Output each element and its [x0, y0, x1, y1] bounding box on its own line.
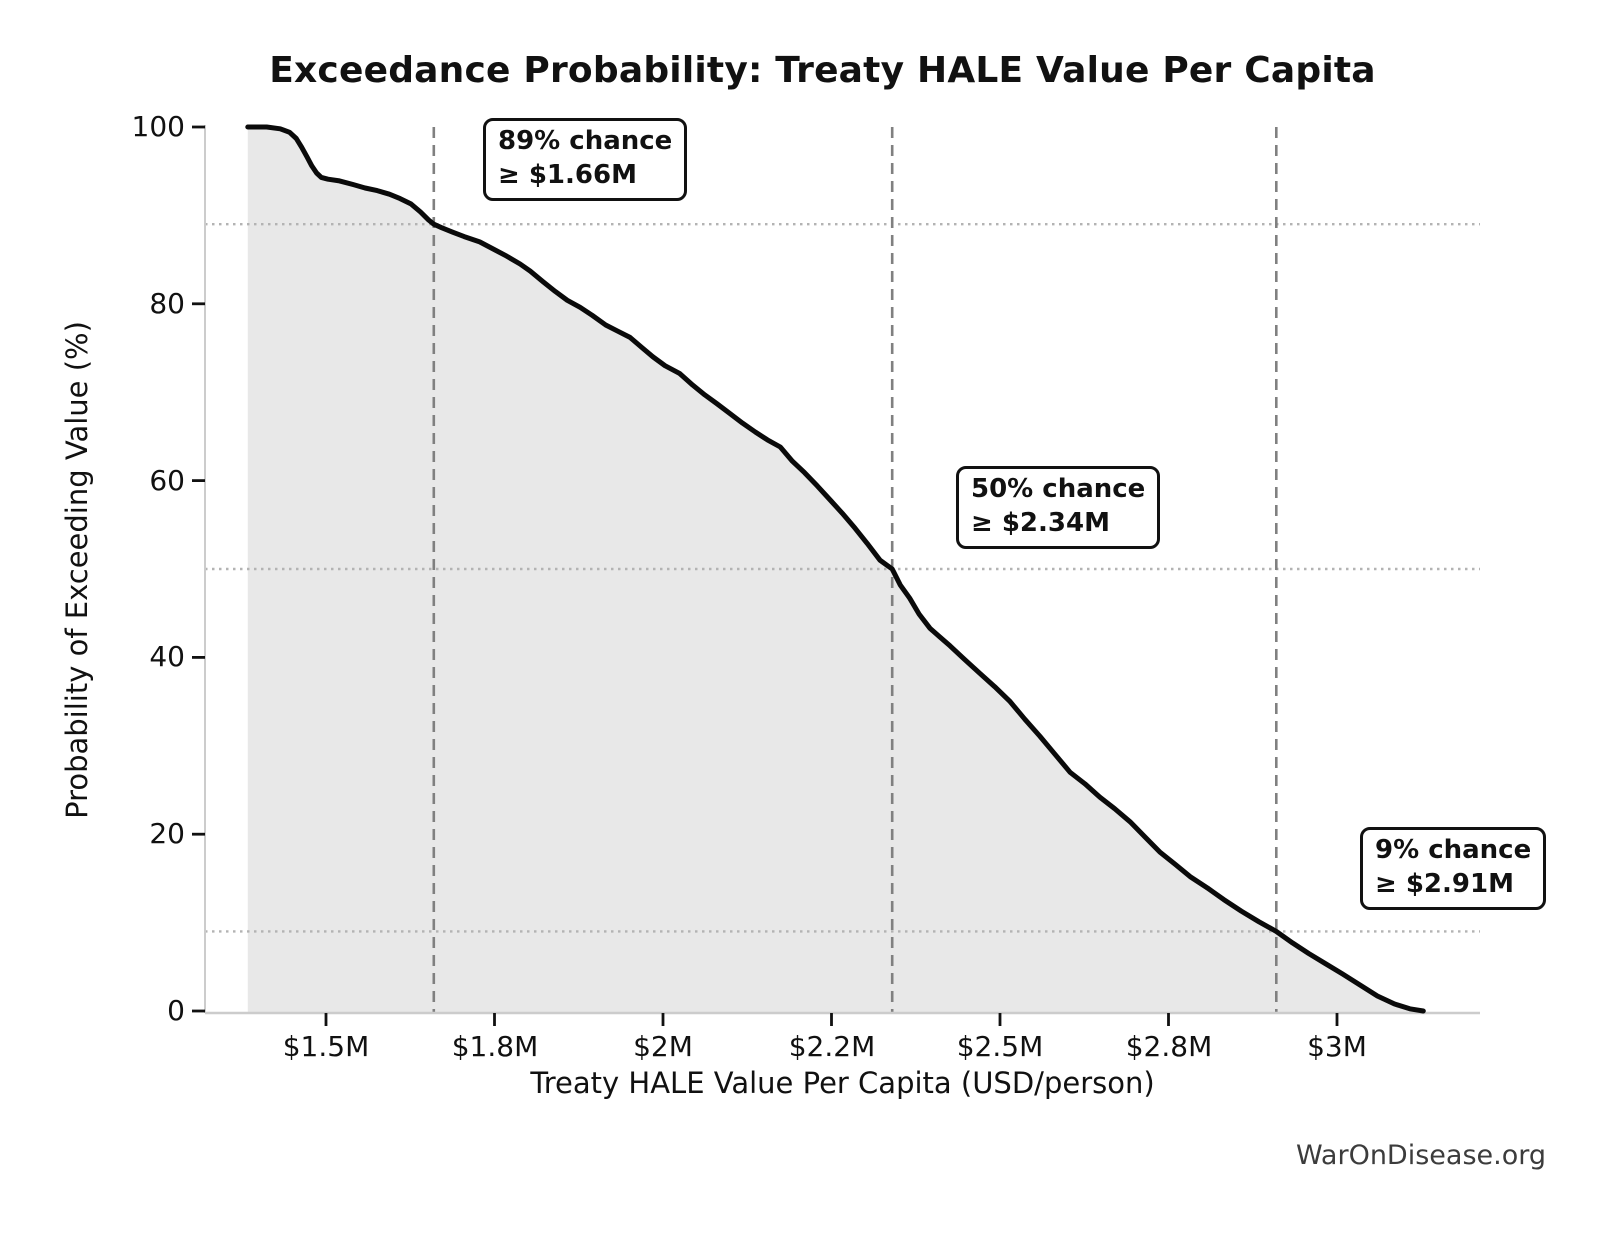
x-tick-label-$2.2M: $2.2M [788, 1030, 876, 1063]
watermark-text: WarOnDisease.org [1295, 1140, 1546, 1171]
annotation-threshold-label: ≥ $2.34M [971, 508, 1110, 539]
y-tick-label-20: 20 [149, 816, 185, 850]
annotation-threshold-label: ≥ $1.66M [498, 160, 637, 191]
y-tick-label-100: 100 [131, 109, 185, 143]
annotation-box-50pct: 50% chance ≥ $2.34M [956, 466, 1161, 549]
y-tick-label-40: 40 [149, 639, 185, 673]
x-axis-title: Treaty HALE Value Per Capita (USD/person… [530, 1066, 1155, 1100]
x-tick-label-$1.8M: $1.8M [451, 1030, 539, 1063]
annotation-box-9pct: 9% chance ≥ $2.91M [1360, 827, 1547, 910]
x-tick-label-$3M: $3M [1307, 1030, 1367, 1063]
annotation-chance-label: 50% chance [971, 474, 1146, 504]
y-axis-title: Probability of Exceeding Value (%) [60, 321, 94, 819]
exceedance-curve [245, 124, 1426, 1014]
x-tick-label-$2M: $2M [633, 1030, 693, 1063]
y-tick-label-60: 60 [149, 463, 185, 497]
x-tick-label-$2.5M: $2.5M [956, 1030, 1044, 1063]
annotation-chance-label: 89% chance [498, 126, 673, 156]
annotation-chance-label: 9% chance [1375, 835, 1532, 865]
annotation-threshold-label: ≥ $2.91M [1375, 869, 1514, 900]
y-tick-label-80: 80 [149, 286, 185, 320]
chart-title: Exceedance Probability: Treaty HALE Valu… [269, 50, 1376, 91]
x-tick-label-$2.8M: $2.8M [1125, 1030, 1213, 1063]
y-tick-label-0: 0 [167, 993, 185, 1027]
annotation-box-89pct: 89% chance ≥ $1.66M [483, 118, 688, 201]
x-tick-label-$1.5M: $1.5M [282, 1030, 370, 1063]
